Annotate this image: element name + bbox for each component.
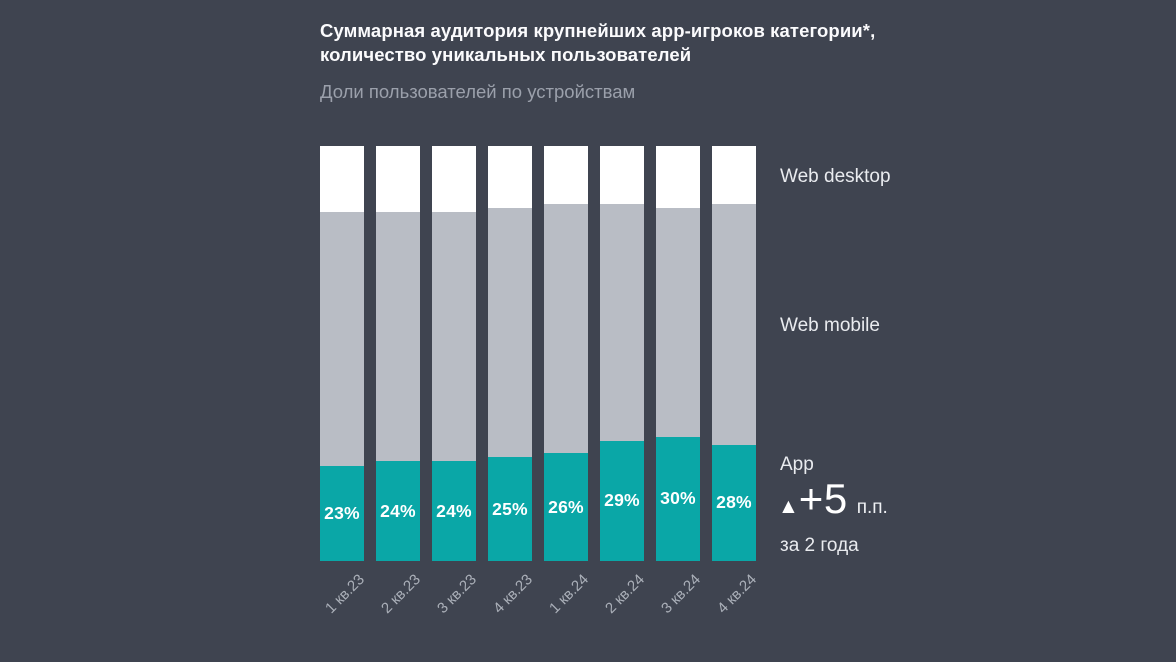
bar-segment-app: 24% (432, 461, 476, 561)
bar-column: 25% (488, 146, 532, 561)
bar-value-label: 24% (436, 500, 472, 521)
growth-annotation: ▲ +5 п.п. (778, 478, 888, 520)
bar-value-label: 26% (548, 496, 584, 517)
bar-segment-web-mobile (656, 208, 700, 437)
bar-column: 24% (376, 146, 420, 561)
chart-title-line: количество уникальных пользователей (320, 44, 692, 65)
bar-segment-web-desktop (488, 146, 532, 209)
bar-segment-web-desktop (544, 146, 588, 205)
chart-title: Суммарная аудитория крупнейших app-игрок… (320, 19, 875, 67)
bar-column: 28% (712, 146, 756, 561)
bar-segment-web-desktop (712, 146, 756, 205)
bar-value-label: 23% (324, 502, 360, 523)
delta-period: за 2 года (780, 535, 859, 556)
bar-column: 29% (600, 146, 644, 561)
bar-segment-app: 28% (712, 444, 756, 561)
bar-segment-web-mobile (544, 204, 588, 454)
x-axis-label: 2 кв.24 (602, 571, 649, 617)
chart-title-line: Суммарная аудитория крупнейших app-игрок… (320, 20, 876, 41)
bar-segment-web-mobile (600, 204, 644, 441)
up-triangle-icon: ▲ (778, 495, 799, 518)
bar-segment-web-desktop (432, 146, 476, 213)
x-axis-label: 3 кв.23 (434, 571, 481, 617)
bar-value-label: 30% (660, 488, 696, 509)
x-axis-label: 2 кв.23 (378, 571, 425, 617)
bar-segment-web-mobile (376, 212, 420, 462)
bar-column: 26% (544, 146, 588, 561)
bar-value-label: 25% (492, 498, 528, 519)
bar-column: 30% (656, 146, 700, 561)
bar-column: 23% (320, 146, 364, 561)
x-axis: 1 кв.23 2 кв.23 3 кв.23 4 кв.23 1 кв.24 2 кв.… (320, 561, 760, 661)
delta-value: +5 (798, 475, 848, 522)
bar-segment-app: 24% (376, 461, 420, 561)
bar-value-label: 28% (716, 492, 752, 513)
legend-web-desktop: Web desktop (780, 166, 891, 187)
legend-app: App (780, 454, 814, 475)
bar-value-label: 24% (380, 500, 416, 521)
delta-units: п.п. (856, 497, 888, 518)
bar-segment-app: 23% (320, 465, 364, 561)
legend-web-mobile: Web mobile (780, 315, 880, 336)
bar-column: 24% (432, 146, 476, 561)
x-axis-label: 1 кв.24 (546, 571, 593, 617)
x-axis-label: 4 кв.23 (490, 571, 537, 617)
bar-segment-web-mobile (488, 208, 532, 458)
bar-segment-web-mobile (320, 212, 364, 466)
bar-segment-web-desktop (376, 146, 420, 213)
chart-subtitle: Доли пользователей по устройствам (320, 81, 636, 102)
bar-segment-web-desktop (600, 146, 644, 205)
bar-segment-web-desktop (656, 146, 700, 209)
stacked-bar-chart: 23% 24% 24% 25% 26% 29% 30% 28% (320, 146, 756, 561)
bar-segment-web-mobile (712, 204, 756, 445)
bar-segment-web-desktop (320, 146, 364, 213)
bar-value-label: 29% (604, 490, 640, 511)
bar-segment-app: 29% (600, 440, 644, 561)
x-axis-label: 4 кв.24 (714, 571, 761, 617)
bar-segment-web-mobile (432, 212, 476, 462)
bar-segment-app: 25% (488, 457, 532, 561)
bar-segment-app: 26% (544, 453, 588, 561)
x-axis-label: 3 кв.24 (658, 571, 705, 617)
bar-segment-app: 30% (656, 436, 700, 561)
x-axis-label: 1 кв.23 (322, 571, 369, 617)
